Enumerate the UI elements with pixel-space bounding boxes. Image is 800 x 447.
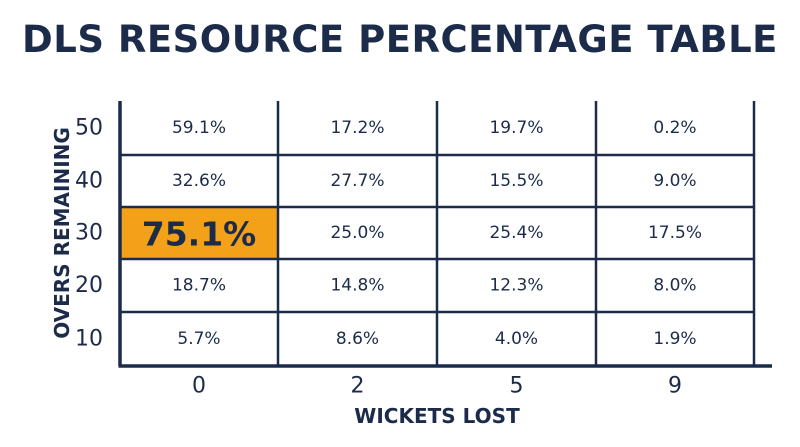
cell-value: 9.0%	[653, 171, 696, 191]
cell-value: 5.7%	[177, 329, 220, 349]
cell-value: 1.9%	[653, 329, 696, 349]
cell-value: 25.4%	[489, 223, 543, 243]
chart-title: DLS RESOURCE PERCENTAGE TABLE	[22, 18, 778, 61]
cell-value: 19.7%	[489, 118, 543, 138]
cell-value: 15.5%	[489, 171, 543, 191]
cell-value: 27.7%	[330, 171, 384, 191]
cell-value: 25.0%	[330, 223, 384, 243]
cell-value: 0.2%	[653, 118, 696, 138]
x-axis-label: WICKETS LOST	[354, 404, 520, 428]
x-tick-label: 2	[351, 374, 365, 399]
x-tick-label: 0	[192, 374, 206, 399]
highlighted-cell-value: 75.1%	[142, 215, 257, 254]
cell-value: 4.0%	[495, 329, 538, 349]
cell-value: 17.5%	[648, 223, 702, 243]
cell-value: 8.0%	[653, 276, 696, 296]
cell-value: 59.1%	[172, 118, 226, 138]
y-tick-label: 20	[75, 273, 103, 298]
cell-value: 17.2%	[330, 118, 384, 138]
cell-value: 8.6%	[336, 329, 379, 349]
y-tick-label: 30	[75, 221, 103, 246]
y-tick-label: 10	[75, 327, 103, 352]
y-tick-label: 50	[75, 116, 103, 141]
cell-value: 12.3%	[489, 276, 543, 296]
y-tick-label: 40	[75, 169, 103, 194]
cell-value: 14.8%	[330, 276, 384, 296]
cell-value: 18.7%	[172, 276, 226, 296]
highlight-cell	[120, 207, 278, 259]
x-tick-label: 9	[668, 374, 682, 399]
x-tick-label: 5	[510, 374, 524, 399]
cell-value: 32.6%	[172, 171, 226, 191]
